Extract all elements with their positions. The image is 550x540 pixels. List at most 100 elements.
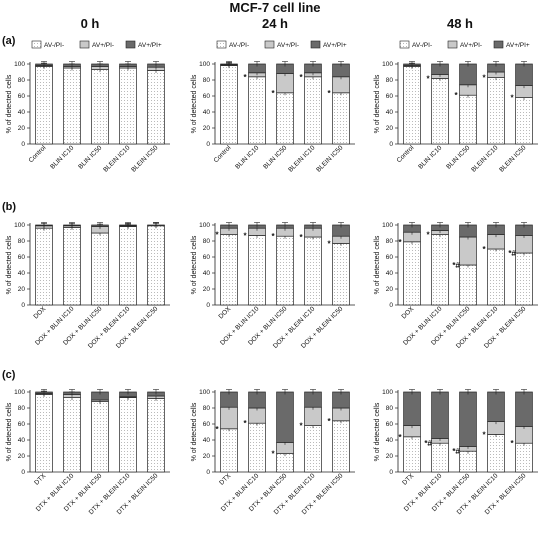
significance-mark: * xyxy=(216,231,220,240)
y-tick-label: 40 xyxy=(18,437,26,444)
y-axis-label: % of detected cells xyxy=(374,402,381,461)
y-axis-label: % of detected cells xyxy=(374,74,381,133)
y-tick-label: 100 xyxy=(14,61,25,68)
bar-segment xyxy=(304,76,322,145)
legend-swatch xyxy=(447,40,458,49)
bar-segment xyxy=(332,243,350,306)
bar-segment xyxy=(515,63,533,86)
bar-segment xyxy=(91,401,109,473)
y-tick-label: 80 xyxy=(18,77,26,84)
significance-mark: * xyxy=(427,74,431,83)
y-tick-label: 60 xyxy=(18,93,26,100)
legend-label: AV+/PI+ xyxy=(506,42,530,49)
y-tick-label: 100 xyxy=(199,61,210,68)
y-tick-label: 40 xyxy=(203,437,211,444)
bar-segment xyxy=(119,397,137,473)
y-tick-label: 80 xyxy=(203,405,211,412)
bar-segment xyxy=(459,391,477,447)
bar-segment xyxy=(35,66,53,145)
y-axis-label: % of detected cells xyxy=(6,235,13,294)
bar-segment xyxy=(35,394,53,473)
bar-segment xyxy=(515,97,533,145)
y-tick-label: 80 xyxy=(203,77,211,84)
column-title-0h: 0 h xyxy=(81,16,100,31)
y-tick-label: 40 xyxy=(203,109,211,116)
legend-swatch xyxy=(79,40,90,49)
y-tick-label: 20 xyxy=(203,453,211,460)
bar-segment xyxy=(431,78,449,145)
legend-label: AV+/PI+ xyxy=(138,42,162,49)
figure-title: MCF-7 cell line xyxy=(229,0,320,15)
y-tick-label: 40 xyxy=(203,270,211,277)
bar-segment xyxy=(220,234,238,306)
y-tick-label: 80 xyxy=(386,238,394,245)
category-label: BLIN IC10 xyxy=(417,144,443,170)
y-tick-label: 100 xyxy=(199,222,210,229)
y-tick-label: 20 xyxy=(18,125,26,132)
significance-mark: * xyxy=(399,238,403,247)
legend: AV-/PI- AV+/PI- AV+/PI+ xyxy=(216,40,347,49)
legend-swatch xyxy=(216,40,227,49)
bar-segment xyxy=(304,406,322,426)
bar-segment xyxy=(431,442,449,473)
category-label: BLIN IC50 xyxy=(77,144,103,170)
bar-segment xyxy=(147,70,165,145)
significance-mark: * xyxy=(300,233,304,242)
y-tick-label: 40 xyxy=(386,270,394,277)
y-tick-label: 20 xyxy=(386,453,394,460)
category-label: Control xyxy=(396,144,416,164)
bar-segment xyxy=(515,252,533,306)
y-tick-label: 80 xyxy=(386,77,394,84)
bar-segment xyxy=(459,63,477,86)
bar-segment xyxy=(304,236,322,306)
significance-mark: * xyxy=(399,433,403,442)
bar-segment xyxy=(403,66,421,145)
bar-segment xyxy=(276,391,294,443)
category-label: BLEIN IC10 xyxy=(102,144,131,173)
bar-segment xyxy=(487,248,505,306)
y-tick-label: 0 xyxy=(389,302,393,309)
y-tick-label: 40 xyxy=(18,270,26,277)
column-title-48h: 48 h xyxy=(447,16,473,31)
bar-segment xyxy=(459,264,477,306)
y-tick-label: 80 xyxy=(18,405,26,412)
category-label: BLEIN IC10 xyxy=(287,144,316,173)
bar-segment xyxy=(403,241,421,306)
bar-segment xyxy=(487,77,505,145)
y-tick-label: 60 xyxy=(18,421,26,428)
y-axis-label: % of detected cells xyxy=(6,74,13,133)
bar-segment xyxy=(515,426,533,444)
y-tick-label: 60 xyxy=(386,254,394,261)
chart-panel: AV-/PI- AV+/PI- AV+/PI+ 0 20 40 60 80 100% of de… xyxy=(6,40,170,174)
category-label: DOX xyxy=(400,305,415,320)
bar-segment xyxy=(63,397,81,473)
bar-segment xyxy=(147,398,165,473)
bar-segment xyxy=(515,442,533,473)
legend-swatch xyxy=(399,40,410,49)
significance-mark: * xyxy=(455,91,459,100)
bar-segment xyxy=(91,232,109,306)
y-tick-label: 0 xyxy=(389,469,393,476)
category-label: BLIN IC50 xyxy=(445,144,471,170)
bar-segment xyxy=(459,94,477,145)
bar-segment xyxy=(276,453,294,473)
significance-mark: * xyxy=(244,231,248,240)
significance-mark: * xyxy=(483,74,487,83)
y-tick-label: 60 xyxy=(203,421,211,428)
significance-mark: * xyxy=(328,417,332,426)
significance-mark: *# xyxy=(452,447,460,456)
y-tick-label: 20 xyxy=(18,286,26,293)
significance-mark: * xyxy=(300,73,304,82)
y-tick-label: 100 xyxy=(14,389,25,396)
bar-segment xyxy=(119,226,137,306)
y-tick-label: 60 xyxy=(386,421,394,428)
y-tick-label: 100 xyxy=(14,222,25,229)
y-tick-label: 80 xyxy=(203,238,211,245)
y-tick-label: 60 xyxy=(386,93,394,100)
bar-segment xyxy=(63,67,81,145)
category-label: DTX xyxy=(218,472,233,487)
bar-segment xyxy=(487,391,505,422)
